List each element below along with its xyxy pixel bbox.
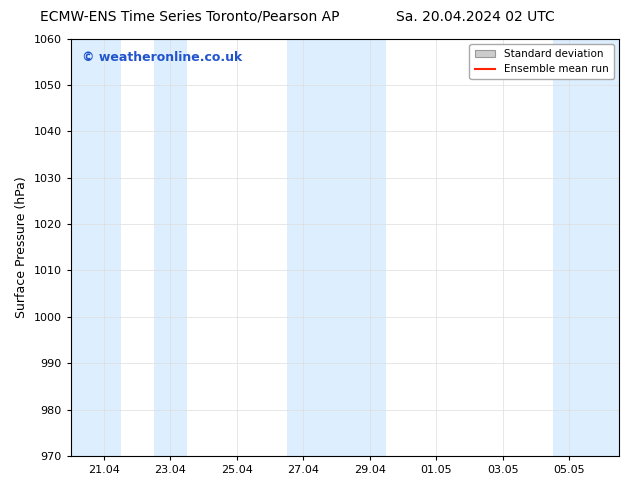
Text: © weatheronline.co.uk: © weatheronline.co.uk	[82, 51, 242, 64]
Legend: Standard deviation, Ensemble mean run: Standard deviation, Ensemble mean run	[469, 44, 614, 79]
Text: ECMW-ENS Time Series Toronto/Pearson AP: ECMW-ENS Time Series Toronto/Pearson AP	[41, 10, 340, 24]
Bar	[154, 39, 187, 456]
Bar	[553, 39, 619, 456]
Text: Sa. 20.04.2024 02 UTC: Sa. 20.04.2024 02 UTC	[396, 10, 555, 24]
Bar	[71, 39, 120, 456]
Bar	[287, 39, 386, 456]
Y-axis label: Surface Pressure (hPa): Surface Pressure (hPa)	[15, 176, 28, 318]
